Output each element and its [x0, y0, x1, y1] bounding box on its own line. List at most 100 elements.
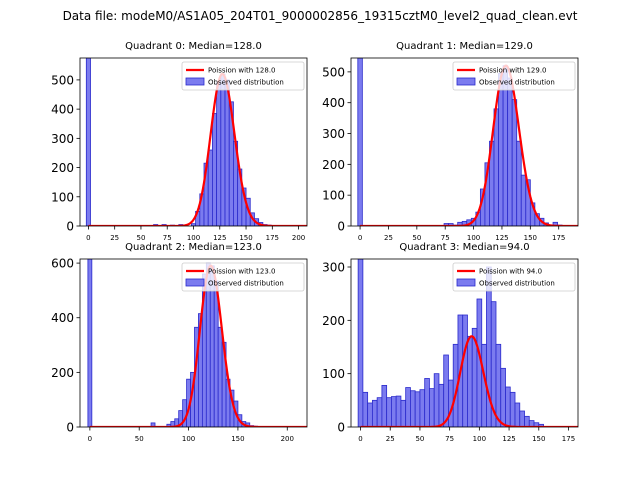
histogram-bar — [410, 390, 416, 427]
histogram-bar — [220, 73, 226, 226]
histogram-bar — [524, 415, 530, 427]
x-tick-label: 125 — [502, 435, 515, 443]
histogram-bar — [216, 82, 222, 226]
x-tick-label: 150 — [524, 234, 537, 242]
y-tick-label: 400 — [51, 103, 74, 117]
x-tick-label: 0 — [86, 234, 90, 242]
quadrant-0-panel: Quadrant 0: Median=128.0 0 25 50 75 100 125 150… — [51, 41, 308, 242]
y-tick-label: 600 — [51, 257, 74, 271]
x-tick-label: 0 — [358, 234, 362, 242]
histogram-bar — [376, 397, 383, 427]
histogram-bar — [405, 387, 411, 427]
x-tick-label: 75 — [441, 234, 450, 242]
y-tick-label: 0 — [337, 421, 345, 435]
plot-frame — [350, 57, 579, 227]
x-tick-label: 200 — [281, 435, 294, 443]
legend-box — [181, 262, 305, 292]
x-tick-label: 75 — [163, 234, 172, 242]
legend-label-poisson: Poission with 123.0 — [208, 268, 276, 276]
x-tick-label: 25 — [386, 435, 395, 443]
histogram-bar — [386, 397, 392, 427]
subplot-title: Quadrant 1: Median=129.0 — [396, 41, 533, 52]
x-tick-label: 175 — [562, 435, 575, 443]
x-tick-label: 175 — [266, 234, 279, 242]
y-tick-label: 300 — [51, 132, 74, 146]
x-tick-label: 200 — [292, 234, 305, 242]
legend-label-observed: Observed distribution — [479, 79, 555, 87]
legend-label-observed: Observed distribution — [208, 79, 284, 87]
x-tick-label: 0 — [88, 435, 92, 443]
figure-title: Data file: modeM0/AS1A05_204T01_90000028… — [63, 9, 578, 23]
y-tick-label: 200 — [51, 161, 74, 175]
y-tick-label: 100 — [322, 367, 345, 381]
x-tick-label: 125 — [495, 234, 508, 242]
x-tick-label: 100 — [182, 435, 195, 443]
legend-bar-swatch — [456, 77, 476, 86]
quadrant-2-panel: Quadrant 2: Median=123.0 0 50 100 150 200 0 200… — [51, 242, 308, 443]
subplot-title: Quadrant 3: Median=94.0 — [399, 242, 529, 253]
histogram-bar — [462, 314, 468, 427]
histogram-bar — [520, 174, 527, 226]
histogram-bar — [498, 73, 504, 226]
poisson-curve — [89, 264, 307, 427]
histogram-bar — [514, 402, 521, 427]
histogram-bar — [224, 79, 230, 226]
x-tick-label: 150 — [231, 435, 244, 443]
histogram-bars — [85, 58, 276, 226]
histogram-bar — [516, 140, 522, 226]
x-tick-label: 50 — [136, 234, 145, 242]
legend-label-poisson: Poission with 94.0 — [479, 268, 542, 276]
histogram-bar — [87, 259, 93, 427]
legend: Poission with 128.0 Observed distribution — [181, 61, 305, 91]
legend-bar-swatch — [185, 278, 205, 287]
x-tick-label: 25 — [110, 234, 119, 242]
x-tick-label: 0 — [358, 435, 362, 443]
x-tick-label: 75 — [445, 435, 454, 443]
x-tick-label: 50 — [415, 435, 424, 443]
histogram-bar — [433, 373, 440, 427]
y-tick-label: 0 — [337, 220, 345, 234]
histogram-bar — [552, 221, 558, 226]
histogram-bar — [217, 326, 223, 427]
histogram-bar — [371, 399, 378, 427]
histogram-bar — [391, 396, 397, 427]
histogram-bar — [357, 259, 364, 427]
histogram-bar — [493, 108, 499, 226]
histogram-bar — [207, 149, 213, 226]
histogram-bars — [357, 58, 563, 226]
histogram-bar — [212, 113, 218, 226]
histogram-bar — [367, 402, 373, 427]
histogram-bar — [467, 335, 473, 427]
legend: Poission with 129.0 Observed distribution — [452, 61, 576, 91]
x-tick-label: 150 — [239, 234, 252, 242]
y-tick-label: 0 — [66, 220, 74, 234]
legend-bar-swatch — [456, 278, 476, 287]
y-tick-label: 300 — [322, 261, 345, 275]
histogram-bar — [495, 343, 502, 427]
legend-bar-swatch — [185, 77, 205, 86]
legend-box — [452, 262, 576, 292]
x-tick-label: 100 — [467, 234, 480, 242]
histogram-bar — [438, 383, 445, 427]
x-tick-label: 175 — [552, 234, 565, 242]
quadrant-1-panel: Quadrant 1: Median=129.0 0 25 50 75 100 125 150… — [322, 41, 579, 242]
legend-box — [452, 61, 576, 91]
poisson-curve — [360, 335, 578, 427]
y-tick-label: 300 — [322, 127, 345, 141]
histogram-bar — [507, 77, 513, 226]
histogram-bar — [511, 99, 518, 226]
y-tick-label: 200 — [322, 158, 345, 172]
y-tick-label: 0 — [66, 421, 74, 435]
histogram-bar — [400, 399, 407, 427]
histogram-bar — [395, 395, 402, 427]
subplot-title: Quadrant 0: Median=128.0 — [125, 41, 262, 52]
x-tick-label: 100 — [187, 234, 200, 242]
x-tick-label: 100 — [473, 435, 486, 443]
histogram-bar — [429, 388, 435, 427]
histogram-bar — [509, 391, 516, 427]
legend-box — [181, 61, 305, 91]
histogram-bar — [505, 386, 511, 427]
legend-label-poisson: Poission with 129.0 — [479, 67, 547, 75]
quadrant-3-panel: Quadrant 3: Median=94.0 0 25 50 75 100 125 150 1… — [322, 242, 579, 443]
y-tick-label: 500 — [322, 65, 345, 79]
